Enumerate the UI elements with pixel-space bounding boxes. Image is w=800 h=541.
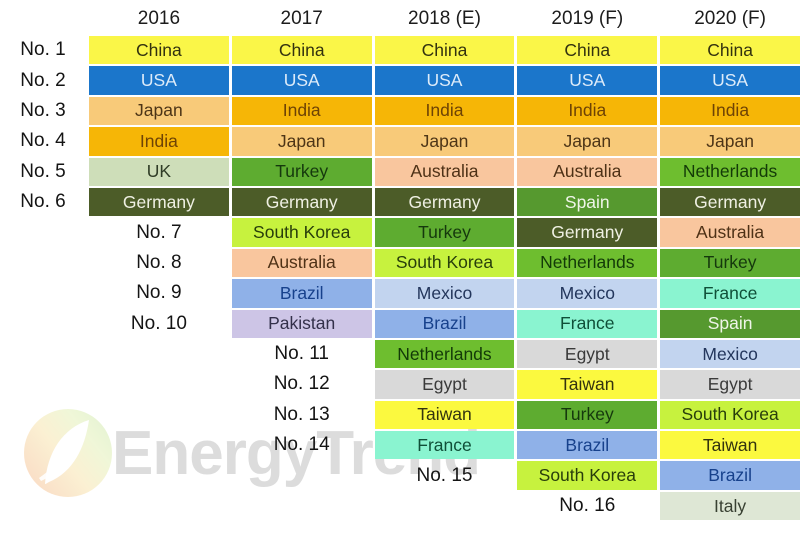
country-cell: Australia — [517, 157, 658, 186]
country-cell: USA — [231, 66, 372, 95]
country-cell: Taiwan — [374, 400, 515, 430]
country-cell: India — [374, 96, 515, 126]
country-cell: Pakistan — [231, 309, 372, 338]
country-cell: China — [374, 36, 515, 65]
column-header-2017: 2017 — [280, 8, 323, 29]
country-cell: USA — [517, 66, 658, 95]
country-cell: South Korea — [660, 400, 800, 430]
country-cell: Spain — [660, 309, 800, 338]
country-cell: India — [660, 96, 800, 126]
country-cell: China — [231, 36, 372, 65]
country-cell: Egypt — [374, 370, 515, 399]
country-cell: UK — [89, 157, 229, 186]
column-header-2018: 2018 (E) — [408, 8, 481, 29]
country-cell: USA — [660, 66, 800, 95]
country-cell: Turkey — [660, 248, 800, 278]
rank-label: No. 8 — [136, 251, 182, 273]
rank-label: No. 1 — [20, 39, 66, 61]
country-cell: Brazil — [374, 309, 515, 338]
ranking-grid: 2016 2017 2018 (E) 2019 (F) 2020 (F) No. 1 Chi… — [0, 4, 800, 521]
country-cell: South Korea — [374, 248, 515, 278]
country-cell: Mexico — [660, 339, 800, 369]
country-cell: Netherlands — [660, 157, 800, 186]
column-header-2016: 2016 — [137, 8, 181, 29]
country-cell: Egypt — [517, 339, 658, 369]
country-cell: France — [517, 309, 658, 338]
country-cell: Mexico — [374, 279, 515, 308]
country-cell: USA — [89, 66, 229, 95]
rank-label: No. 10 — [130, 312, 187, 334]
country-cell: Japan — [374, 127, 515, 156]
column-header-2020: 2020 (F) — [694, 8, 766, 29]
country-cell: Germany — [660, 187, 800, 217]
country-cell: Germany — [517, 218, 658, 247]
country-cell: China — [89, 36, 229, 65]
country-cell: Turkey — [517, 400, 658, 430]
country-cell: Germany — [89, 187, 229, 217]
country-cell: Turkey — [374, 218, 515, 247]
country-cell: Taiwan — [517, 370, 658, 399]
rank-label: No. 2 — [20, 69, 66, 91]
rank-label: No. 13 — [273, 403, 330, 425]
rank-label: No. 12 — [273, 373, 330, 395]
country-cell: Brazil — [660, 461, 800, 490]
corner-cell — [0, 4, 86, 34]
country-cell: Spain — [517, 187, 658, 217]
country-cell: Italy — [660, 491, 800, 521]
country-cell: Taiwan — [660, 431, 800, 460]
country-cell: Australia — [660, 218, 800, 247]
rank-label: No. 3 — [20, 99, 66, 121]
country-cell: Netherlands — [374, 339, 515, 369]
country-cell: Australia — [374, 157, 515, 186]
country-cell: India — [89, 127, 229, 156]
country-cell: France — [374, 431, 515, 460]
country-cell: Egypt — [660, 370, 800, 399]
country-cell: India — [231, 96, 372, 126]
country-cell: Germany — [374, 187, 515, 217]
country-cell: Japan — [89, 96, 229, 126]
country-cell: South Korea — [231, 218, 372, 247]
country-cell: USA — [374, 66, 515, 95]
rank-label: No. 11 — [274, 343, 329, 365]
country-cell: Brazil — [231, 279, 372, 308]
country-cell: South Korea — [517, 461, 658, 490]
country-cell: Australia — [231, 248, 372, 278]
country-cell: Turkey — [231, 157, 372, 186]
country-cell: Japan — [517, 127, 658, 156]
country-cell: France — [660, 279, 800, 308]
country-cell: Mexico — [517, 279, 658, 308]
rank-label: No. 14 — [273, 434, 330, 456]
country-cell: Brazil — [517, 431, 658, 460]
rank-label: No. 9 — [136, 282, 182, 304]
rank-label: No. 5 — [20, 160, 66, 182]
rank-label: No. 4 — [20, 130, 66, 152]
country-cell: China — [660, 36, 800, 65]
country-cell: Japan — [231, 127, 372, 156]
country-cell: India — [517, 96, 658, 126]
rank-label: No. 16 — [559, 495, 616, 517]
country-cell: Germany — [231, 187, 372, 217]
country-cell: China — [517, 36, 658, 65]
country-cell: Japan — [660, 127, 800, 156]
country-cell: Netherlands — [517, 248, 658, 278]
rank-label: No. 15 — [416, 464, 473, 486]
column-header-2019: 2019 (F) — [551, 8, 624, 29]
rank-label: No. 7 — [136, 221, 182, 243]
rank-label: No. 6 — [20, 191, 66, 213]
